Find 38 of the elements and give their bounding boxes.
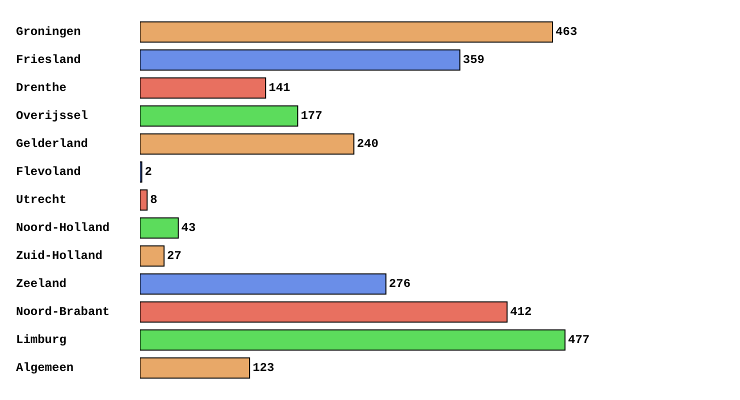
data-label: 276 — [388, 277, 411, 291]
data-label: 412 — [510, 305, 532, 319]
y-tick-label: Groningen — [16, 25, 81, 39]
y-tick-label: Drenthe — [16, 81, 66, 95]
data-label: 27 — [167, 249, 182, 263]
bar — [140, 77, 266, 99]
y-tick-label: Gelderland — [16, 137, 88, 151]
y-tick-label: Limburg — [16, 333, 66, 347]
y-tick-label: Noord-Holland — [16, 221, 110, 235]
y-tick-label: Friesland — [16, 53, 81, 67]
data-label: 359 — [462, 53, 484, 67]
data-label: 123 — [252, 361, 274, 375]
data-label: 8 — [150, 193, 158, 207]
bar — [140, 49, 460, 71]
bar — [140, 273, 386, 295]
data-label: 477 — [568, 333, 590, 347]
data-label: 463 — [556, 25, 578, 39]
bar — [140, 133, 354, 155]
bar — [140, 105, 298, 127]
data-label: 141 — [268, 81, 290, 95]
bar — [140, 357, 250, 379]
bar — [140, 21, 554, 43]
y-tick-label: Zuid-Holland — [16, 249, 102, 263]
data-label: 240 — [356, 137, 378, 151]
bar — [140, 189, 148, 211]
y-tick-label: Utrecht — [16, 193, 66, 207]
y-tick-label: Overijssel — [16, 109, 88, 123]
data-label: 43 — [181, 221, 196, 235]
y-tick-label: Flevoland — [16, 165, 81, 179]
y-tick-label: Algemeen — [16, 361, 74, 375]
y-tick-label: Noord-Brabant — [16, 305, 110, 319]
bar — [140, 301, 508, 323]
data-label: 177 — [300, 109, 322, 123]
bar — [140, 329, 566, 351]
data-label: 2 — [144, 165, 152, 179]
bar — [140, 245, 165, 267]
y-tick-label: Zeeland — [16, 277, 66, 291]
bar — [140, 217, 179, 239]
